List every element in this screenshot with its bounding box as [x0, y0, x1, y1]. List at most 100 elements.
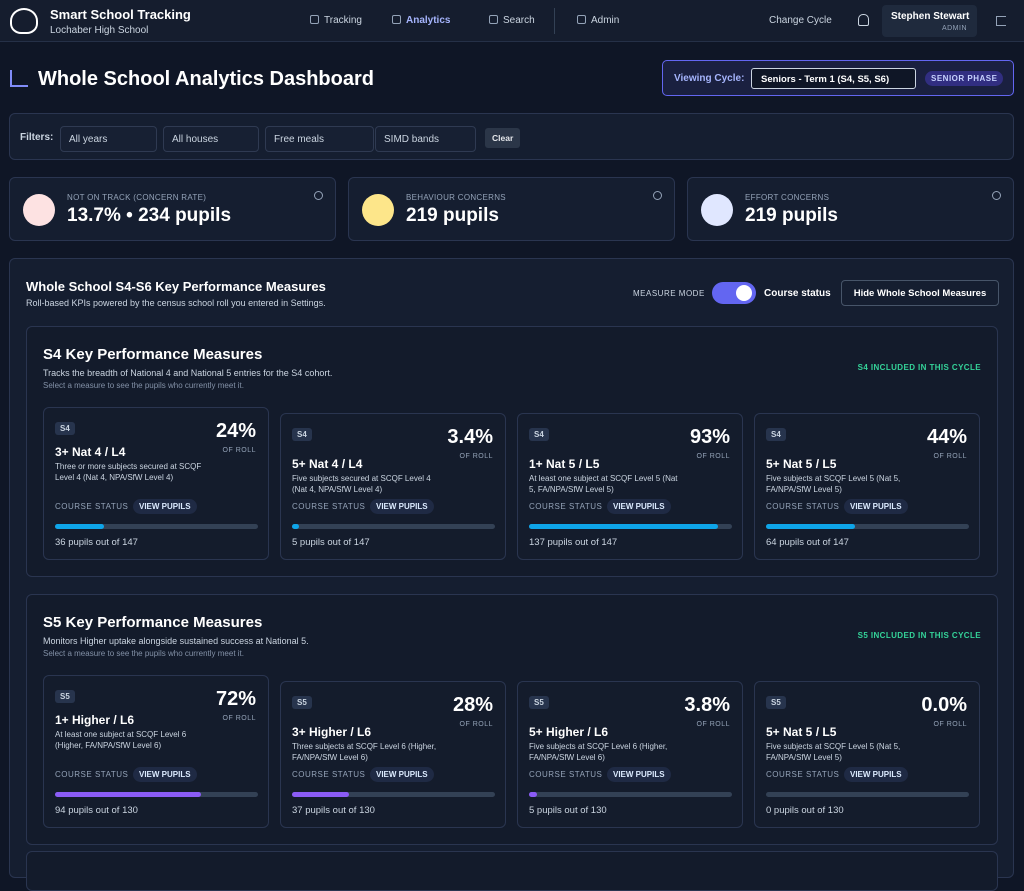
user-box[interactable]: Stephen Stewart ADMIN — [882, 5, 977, 37]
progress-fill — [292, 524, 299, 529]
measure-description: Three subjects at SCQF Level 6 (Higher, … — [292, 742, 437, 762]
view-pupils[interactable]: VIEW PUPILS — [607, 767, 671, 782]
measure-tag: S4 — [529, 428, 549, 441]
group-badge: S4 INCLUDED IN THIS CYCLE — [857, 363, 981, 372]
measure-group: S5 Key Performance Measures Monitors High… — [26, 594, 998, 845]
view-pupils[interactable]: VIEW PUPILS — [133, 499, 197, 514]
stat-card: BEHAVIOUR CONCERNS 219 pupils — [348, 177, 675, 241]
toggle-knob — [736, 285, 752, 301]
filters-bar: Filters: All years All houses Free meals SIM… — [9, 113, 1014, 160]
stat-value: 219 pupils — [406, 205, 499, 226]
measure-description: Five subjects at SCQF Level 5 (Nat 5, FA… — [766, 474, 901, 494]
group-title: S4 Key Performance Measures — [43, 346, 263, 363]
cycle-box: Viewing Cycle: Seniors - Term 1 (S4, S5, … — [662, 60, 1014, 96]
measure-percent: 0.0% — [921, 694, 967, 716]
view-pupils[interactable]: VIEW PUPILS — [844, 767, 908, 782]
change-cycle[interactable]: Change Cycle — [769, 15, 832, 26]
measure-description: Five subjects secured at SCQF Level 4 (N… — [292, 474, 431, 494]
progress-track — [55, 524, 258, 529]
measure-name: 3+ Higher / L6 — [292, 725, 372, 739]
course-status: COURSE STATUS — [55, 770, 129, 779]
settings-icon — [314, 191, 323, 200]
measure-card[interactable]: S4 1+ Nat 5 / L5 93% OF ROLL At least one su… — [517, 413, 743, 560]
measure-description: At least one subject at SCQF Level 5 (Na… — [529, 474, 678, 494]
course-status: COURSE STATUS — [529, 502, 603, 511]
user-role: ADMIN — [941, 25, 967, 32]
cycle-select[interactable]: Seniors - Term 1 (S4, S5, S6) — [751, 68, 916, 89]
of-roll: OF ROLL — [933, 453, 967, 460]
measure-card[interactable]: S5 5+ Higher / L6 3.8% OF ROLL Five subjects… — [517, 681, 743, 828]
nav-icon — [392, 15, 401, 24]
of-roll: OF ROLL — [222, 447, 256, 454]
course-status: COURSE STATUS — [292, 502, 366, 511]
measure-tag: S4 — [292, 428, 312, 441]
measure-tag: S5 — [292, 696, 312, 709]
filter-select[interactable]: Free meals — [265, 126, 374, 152]
settings-icon — [653, 191, 662, 200]
measure-description: Three or more subjects secured at SCQF L… — [55, 462, 202, 482]
measure-card[interactable]: S5 5+ Nat 5 / L5 0.0% OF ROLL Five subjects … — [754, 681, 980, 828]
nav-item[interactable]: Analytics — [406, 15, 451, 26]
measure-percent: 44% — [926, 426, 967, 448]
progress-fill — [766, 524, 856, 529]
pupil-count: 0 pupils out of 130 — [766, 805, 844, 816]
filter-select[interactable]: SIMD bands — [375, 126, 476, 152]
group-hint: Select a measure to see the pupils who c… — [43, 381, 244, 390]
progress-track — [55, 792, 258, 797]
progress-fill — [55, 524, 104, 529]
nav-item[interactable]: Search — [503, 15, 535, 26]
measure-card[interactable]: S4 3+ Nat 4 / L4 24% OF ROLL Three or more s… — [43, 407, 269, 560]
view-pupils[interactable]: VIEW PUPILS — [133, 767, 197, 782]
measure-card[interactable]: S5 3+ Higher / L6 28% OF ROLL Three subjects… — [280, 681, 506, 828]
measure-card[interactable]: S5 1+ Higher / L6 72% OF ROLL At least one s… — [43, 675, 269, 828]
stat-label: BEHAVIOUR CONCERNS — [406, 193, 506, 202]
filter-select[interactable]: All years — [60, 126, 157, 152]
brand: Smart School Tracking — [50, 7, 191, 22]
nav-item[interactable]: Tracking — [324, 15, 362, 26]
measure-percent: 3.8% — [684, 694, 730, 716]
progress-track — [529, 792, 732, 797]
settings-icon — [992, 191, 1001, 200]
user-name: Stephen Stewart — [891, 11, 970, 22]
measure-percent: 3.4% — [447, 426, 493, 448]
logo — [10, 8, 38, 34]
measure-tag: S4 — [766, 428, 786, 441]
pupil-count: 5 pupils out of 130 — [529, 805, 607, 816]
bell — [858, 14, 869, 26]
mode-toggle[interactable] — [712, 282, 756, 304]
mode-value: Course status — [764, 288, 831, 299]
measure-tag: S5 — [529, 696, 549, 709]
stat-value: 13.7% • 234 pupils — [67, 205, 232, 226]
measure-card[interactable]: S4 5+ Nat 4 / L4 3.4% OF ROLL Five subjects … — [280, 413, 506, 560]
measure-tag: S5 — [55, 690, 75, 703]
view-pupils[interactable]: VIEW PUPILS — [370, 499, 434, 514]
course-status: COURSE STATUS — [55, 502, 129, 511]
view-pupils[interactable]: VIEW PUPILS — [844, 499, 908, 514]
measure-card[interactable]: S4 5+ Nat 5 / L5 44% OF ROLL Five subjects a… — [754, 413, 980, 560]
measure-name: 3+ Nat 4 / L4 — [55, 445, 126, 459]
measure-tag: S4 — [55, 422, 75, 435]
clear-button[interactable]: Clear — [485, 128, 521, 148]
progress-fill — [55, 792, 202, 797]
of-roll: OF ROLL — [459, 453, 493, 460]
progress-track — [529, 524, 732, 529]
pupil-count: 64 pupils out of 147 — [766, 537, 849, 548]
measure-name: 5+ Nat 5 / L5 — [766, 457, 837, 471]
course-status: COURSE STATUS — [766, 502, 840, 511]
stat-label: NOT ON TRACK (CONCERN RATE) — [67, 193, 207, 202]
view-pupils[interactable]: VIEW PUPILS — [607, 499, 671, 514]
filter-select[interactable]: All houses — [163, 126, 259, 152]
divider — [554, 8, 555, 34]
top-nav: Smart School Tracking Lochaber High Schoo… — [0, 0, 1024, 42]
measure-percent: 24% — [215, 420, 256, 442]
measure-percent: 72% — [215, 688, 256, 710]
view-pupils[interactable]: VIEW PUPILS — [370, 767, 434, 782]
pupil-count: 37 pupils out of 130 — [292, 805, 375, 816]
hide-button[interactable]: Hide Whole School Measures — [841, 280, 999, 306]
measure-name: 5+ Nat 5 / L5 — [766, 725, 837, 739]
stat-label: EFFORT CONCERNS — [745, 193, 830, 202]
of-roll: OF ROLL — [696, 721, 730, 728]
group-badge: S5 INCLUDED IN THIS CYCLE — [857, 631, 981, 640]
nav-item[interactable]: Admin — [591, 15, 620, 26]
